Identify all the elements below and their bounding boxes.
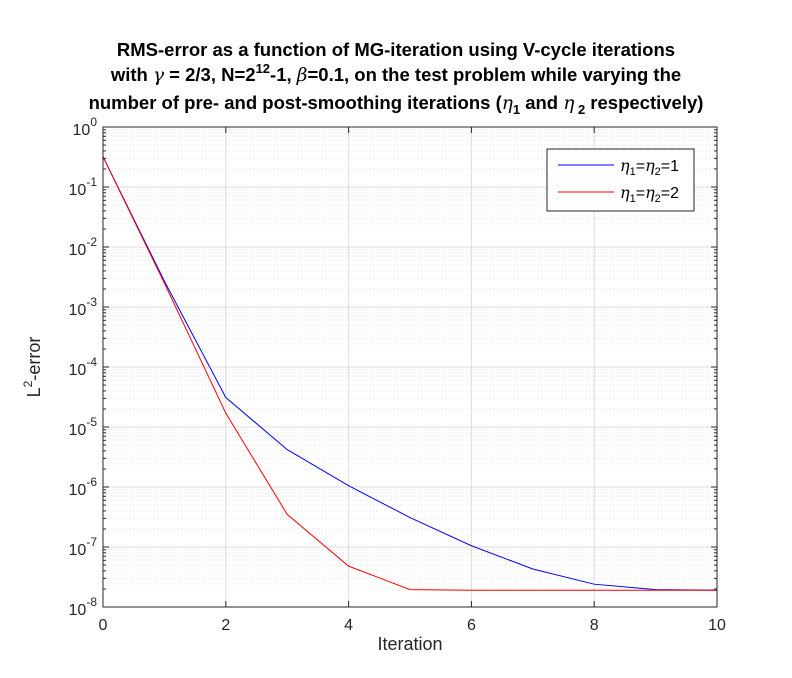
- legend: η1=η2=1 η1=η2=2: [546, 148, 695, 212]
- x-tick-label: 10: [708, 617, 726, 634]
- y-axis-label: L2-error: [21, 337, 44, 398]
- y-tick-label: 10-3: [69, 295, 98, 319]
- x-tick-label: 6: [467, 617, 476, 634]
- series-lines: [102, 156, 718, 591]
- x-tick-label: 8: [590, 617, 599, 634]
- x-tick-label: 2: [221, 617, 230, 634]
- title-line: RMS-error as a function of MG-iteration …: [117, 39, 675, 60]
- axis-ticks: [102, 126, 718, 608]
- title-line: with γ = 2/3, N=212-1, β=0.1, on the tes…: [110, 61, 681, 86]
- legend-label: η1=η2=1: [620, 156, 679, 178]
- chart-title: RMS-error as a function of MG-iteration …: [89, 39, 704, 117]
- y-tick-label: 10-5: [69, 415, 98, 439]
- legend-label: η1=η2=2: [620, 183, 679, 205]
- y-tick-label: 10-7: [69, 535, 98, 559]
- series-line-2: [102, 156, 717, 591]
- y-tick-label: 10-1: [69, 175, 98, 199]
- x-axis-label: Iteration: [377, 634, 442, 654]
- x-tick-label: 0: [99, 617, 108, 634]
- x-tick-label: 4: [344, 617, 353, 634]
- y-tick-label: 10-6: [69, 475, 98, 499]
- legend-box: [546, 148, 695, 212]
- y-tick-label: 10-8: [69, 595, 98, 619]
- y-tick-label: 10-4: [69, 355, 98, 379]
- title-line: number of pre- and post-smoothing iterat…: [89, 92, 704, 117]
- major-grid: [103, 127, 717, 607]
- y-tick-label: 100: [73, 115, 98, 139]
- x-tick-labels: 0 2 4 6 8 10: [99, 617, 726, 634]
- y-tick-labels: 100 10-1 10-2 10-3 10-4 10-5 10-6 10-7 10-8: [69, 115, 98, 619]
- series-line-1: [102, 156, 718, 591]
- y-tick-label: 10-2: [69, 235, 98, 259]
